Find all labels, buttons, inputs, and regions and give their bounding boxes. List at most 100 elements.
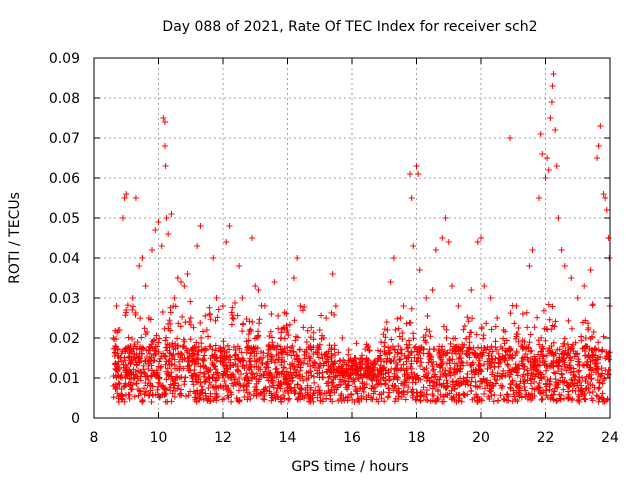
data-point-cloud xyxy=(358,395,365,402)
data-point xyxy=(550,71,557,77)
data-point-cloud xyxy=(110,394,117,401)
data-point-cloud xyxy=(134,339,141,346)
data-point-cloud xyxy=(265,369,272,376)
data-point-cloud xyxy=(576,396,583,403)
data-point-cloud xyxy=(341,368,348,375)
data-point xyxy=(163,215,170,221)
data-point-cloud xyxy=(253,380,260,387)
data-point-cloud xyxy=(131,393,138,400)
data-point-cloud xyxy=(560,350,567,357)
data-point-cloud xyxy=(594,356,601,363)
data-point-cloud xyxy=(329,379,336,386)
data-point-cloud xyxy=(582,334,589,341)
data-point-cloud xyxy=(166,317,173,324)
data-point xyxy=(294,255,301,261)
data-point-cloud xyxy=(352,386,359,393)
data-point xyxy=(415,171,422,177)
data-point-cloud xyxy=(395,325,402,332)
data-point-cloud xyxy=(288,387,295,394)
data-point-cloud xyxy=(143,353,150,360)
data-point-cloud xyxy=(205,373,212,380)
data-point-cloud xyxy=(244,396,251,403)
data-point-cloud xyxy=(163,386,170,393)
data-point-cloud xyxy=(129,381,136,388)
data-point-cloud xyxy=(319,355,326,362)
data-point-cloud xyxy=(561,335,568,342)
data-point-cloud xyxy=(182,374,189,381)
data-point-cloud xyxy=(415,375,422,382)
data-point-cloud xyxy=(316,365,323,372)
data-point xyxy=(455,303,462,309)
data-point-cloud xyxy=(197,379,204,386)
data-point xyxy=(236,263,243,269)
data-point-cloud xyxy=(471,371,478,378)
data-point-cloud xyxy=(169,375,176,382)
data-point-cloud xyxy=(586,371,593,378)
data-point-cloud xyxy=(451,385,458,392)
data-point-cloud xyxy=(588,347,595,354)
data-point-cloud xyxy=(202,392,209,399)
data-point-cloud xyxy=(301,304,308,311)
data-point-cloud xyxy=(328,387,335,394)
data-point-cloud xyxy=(420,366,427,373)
data-point-cloud xyxy=(157,355,164,362)
data-point-cloud xyxy=(222,382,229,389)
data-point-cloud xyxy=(303,376,310,383)
x-tick-label: 20 xyxy=(472,430,490,446)
data-point-cloud xyxy=(112,381,119,388)
data-point-cloud xyxy=(238,356,245,363)
data-point-cloud xyxy=(226,353,233,360)
data-point-cloud xyxy=(319,374,326,381)
data-point-cloud xyxy=(559,356,566,363)
data-point-cloud xyxy=(385,393,392,400)
data-point-cloud xyxy=(546,386,553,393)
data-point-cloud xyxy=(179,313,186,320)
data-point-cloud xyxy=(443,334,450,341)
data-point-cloud xyxy=(528,390,535,397)
data-point-cloud xyxy=(365,357,372,364)
data-point-cloud xyxy=(521,366,528,373)
data-point-cloud xyxy=(295,358,302,365)
data-point-cloud xyxy=(113,336,120,343)
data-point-cloud xyxy=(190,324,197,331)
data-point-cloud xyxy=(160,382,167,389)
data-point-cloud xyxy=(122,348,129,355)
data-point-cloud xyxy=(544,376,551,383)
data-point-cloud xyxy=(220,344,227,351)
data-point-cloud xyxy=(549,395,556,402)
data-point-cloud xyxy=(587,358,594,365)
data-point-cloud xyxy=(558,371,565,378)
data-point-cloud xyxy=(568,345,575,352)
data-point-cloud xyxy=(253,387,260,394)
data-point xyxy=(323,315,330,321)
data-point-cloud xyxy=(171,362,178,369)
data-point-cloud xyxy=(239,363,246,370)
data-point-cloud xyxy=(228,374,235,381)
data-point-cloud xyxy=(527,394,534,401)
data-point-cloud xyxy=(429,367,436,374)
data-point-cloud xyxy=(523,345,530,352)
data-point-cloud xyxy=(499,383,506,390)
data-point-cloud xyxy=(590,328,597,335)
data-point-cloud xyxy=(262,368,269,375)
data-point-cloud xyxy=(213,369,220,376)
data-point xyxy=(152,227,159,233)
data-point-cloud xyxy=(515,324,522,331)
data-point-cloud xyxy=(148,373,155,380)
data-point-cloud xyxy=(579,374,586,381)
data-point xyxy=(594,155,601,161)
data-point-cloud xyxy=(212,342,219,349)
data-point-cloud xyxy=(474,398,481,405)
data-point-cloud xyxy=(118,374,125,381)
data-point-cloud xyxy=(440,350,447,357)
data-point-cloud xyxy=(527,375,534,382)
data-point-cloud xyxy=(291,363,298,370)
data-point-cloud xyxy=(277,343,284,350)
data-point-cloud xyxy=(228,309,235,316)
data-point-cloud xyxy=(429,391,436,398)
data-point-cloud xyxy=(166,341,173,348)
data-point-cloud xyxy=(147,382,154,389)
data-point-cloud xyxy=(148,398,155,405)
data-point xyxy=(203,327,210,333)
data-point-cloud xyxy=(515,392,522,399)
